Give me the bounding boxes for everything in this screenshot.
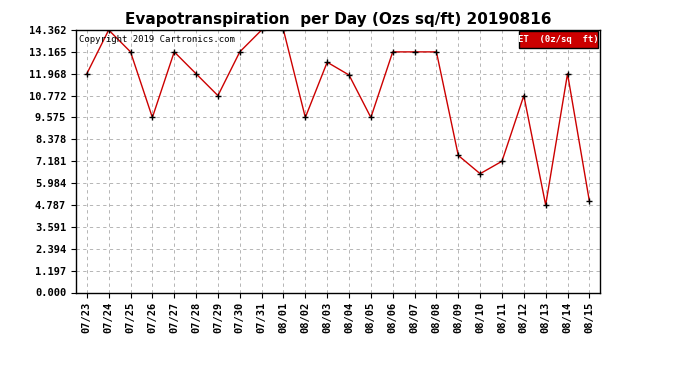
Title: Evapotranspiration  per Day (Ozs sq/ft) 20190816: Evapotranspiration per Day (Ozs sq/ft) 2… <box>125 12 551 27</box>
FancyBboxPatch shape <box>519 32 598 48</box>
Text: Copyright 2019 Cartronics.com: Copyright 2019 Cartronics.com <box>79 35 235 44</box>
Text: ET  (0z/sq  ft): ET (0z/sq ft) <box>518 35 599 44</box>
